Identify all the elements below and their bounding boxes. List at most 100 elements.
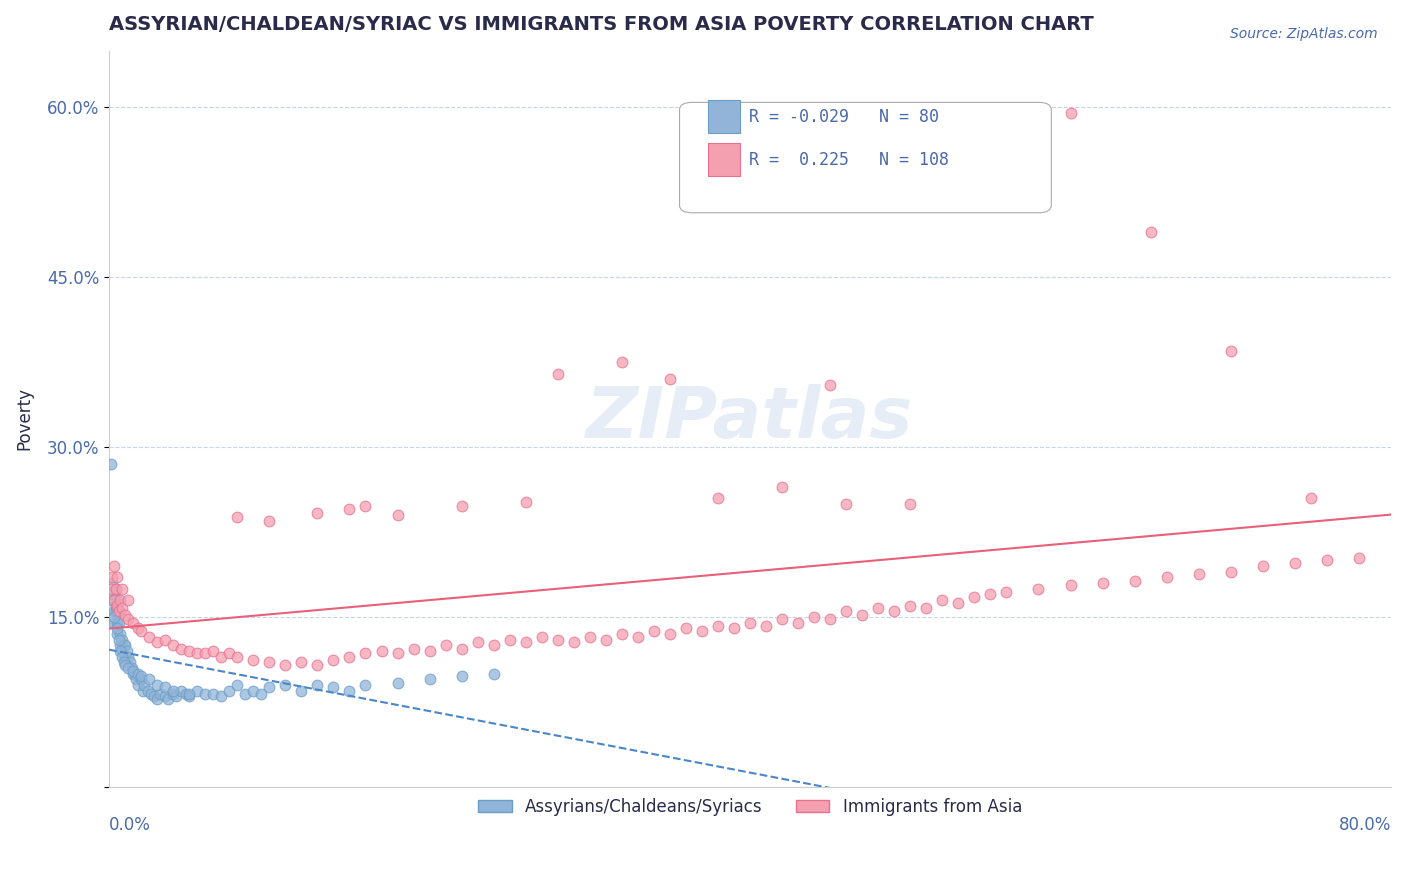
Point	[170, 641, 193, 656]
Text: 0.0%: 0.0%	[110, 816, 150, 834]
Point	[170, 683, 193, 698]
Point	[755, 619, 778, 633]
Point	[127, 678, 149, 692]
Point	[153, 632, 176, 647]
Point	[105, 621, 128, 635]
Point	[165, 690, 187, 704]
Point	[202, 644, 225, 658]
Point	[136, 683, 159, 698]
Point	[103, 610, 125, 624]
Point	[339, 683, 361, 698]
Point	[259, 656, 281, 670]
Point	[101, 587, 124, 601]
Point	[354, 499, 377, 513]
Point	[467, 635, 489, 649]
Point	[122, 615, 145, 630]
Point	[963, 590, 986, 604]
Point	[103, 604, 125, 618]
Point	[770, 612, 793, 626]
Point	[162, 639, 184, 653]
Point	[450, 669, 472, 683]
Point	[387, 646, 409, 660]
Point	[1156, 570, 1178, 584]
Point	[450, 499, 472, 513]
Bar	[707, 100, 740, 133]
Point	[948, 597, 970, 611]
Point	[450, 641, 472, 656]
Point	[138, 673, 160, 687]
Point	[114, 649, 136, 664]
Point	[146, 678, 169, 692]
Bar	[707, 143, 740, 176]
Point	[1219, 343, 1241, 358]
Point	[110, 593, 132, 607]
Point	[562, 635, 585, 649]
Point	[218, 646, 240, 660]
Point	[118, 656, 141, 670]
Point	[143, 690, 166, 704]
Point	[515, 494, 537, 508]
Point	[339, 502, 361, 516]
Point	[658, 627, 681, 641]
Point	[218, 683, 240, 698]
Point	[354, 678, 377, 692]
Point	[179, 644, 201, 658]
Point	[112, 656, 135, 670]
Point	[129, 624, 152, 638]
Point	[307, 657, 329, 672]
Point	[515, 635, 537, 649]
Point	[835, 604, 858, 618]
Point	[675, 621, 697, 635]
Point	[226, 678, 249, 692]
Point	[233, 687, 256, 701]
Point	[419, 644, 441, 658]
Point	[125, 673, 148, 687]
Point	[643, 624, 665, 638]
Point	[979, 587, 1001, 601]
Point	[110, 644, 132, 658]
Point	[322, 653, 344, 667]
Point	[103, 615, 125, 630]
Point	[1219, 565, 1241, 579]
Point	[1123, 574, 1146, 588]
FancyBboxPatch shape	[679, 103, 1052, 213]
Point	[931, 593, 953, 607]
Point	[111, 582, 134, 596]
Text: ZIPatlas: ZIPatlas	[586, 384, 914, 453]
Point	[117, 649, 139, 664]
Point	[127, 621, 149, 635]
Point	[1139, 225, 1161, 239]
Point	[290, 683, 312, 698]
Point	[186, 646, 208, 660]
Point	[194, 646, 217, 660]
Point	[610, 627, 633, 641]
Point	[259, 680, 281, 694]
Point	[100, 582, 122, 596]
Point	[112, 639, 135, 653]
Point	[101, 576, 124, 591]
Point	[104, 582, 127, 596]
Point	[803, 610, 825, 624]
Point	[707, 491, 730, 505]
Text: Source: ZipAtlas.com: Source: ZipAtlas.com	[1230, 27, 1378, 41]
Point	[242, 653, 264, 667]
Point	[202, 687, 225, 701]
Point	[105, 593, 128, 607]
Point	[499, 632, 522, 647]
Point	[1059, 578, 1081, 592]
Point	[1299, 491, 1322, 505]
Point	[274, 657, 297, 672]
Point	[1316, 553, 1339, 567]
Point	[547, 367, 569, 381]
Point	[132, 683, 155, 698]
Point	[290, 656, 312, 670]
Text: R =  0.225   N = 108: R = 0.225 N = 108	[749, 151, 949, 169]
Point	[149, 687, 172, 701]
Point	[117, 661, 139, 675]
Point	[104, 599, 127, 613]
Point	[122, 666, 145, 681]
Point	[110, 627, 132, 641]
Point	[707, 619, 730, 633]
Point	[1348, 551, 1371, 566]
Point	[194, 687, 217, 701]
